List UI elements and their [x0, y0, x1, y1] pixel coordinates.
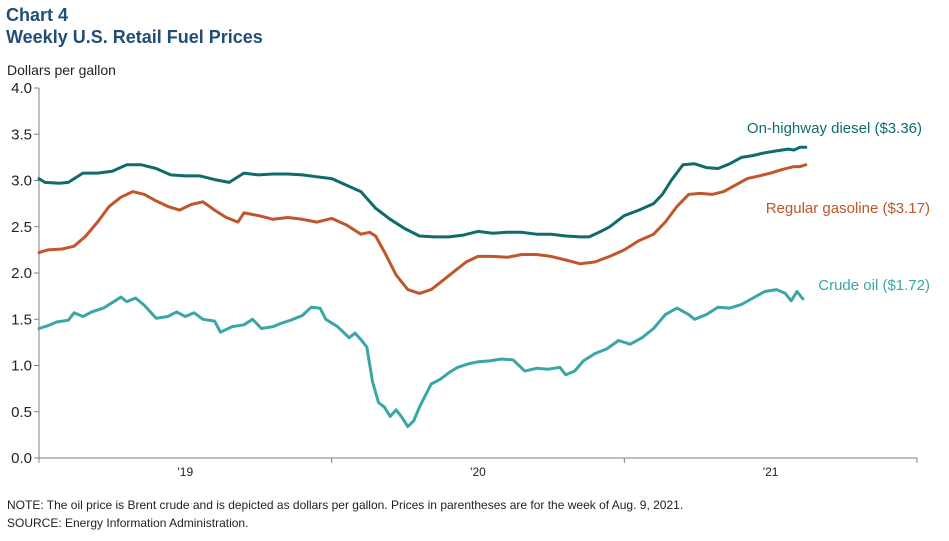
- y-tick-label: 1.5: [11, 311, 32, 328]
- series-label: On-highway diesel ($3.36): [747, 120, 922, 137]
- x-tick-label: '19: [178, 465, 194, 479]
- y-tick-label: 3.0: [11, 173, 32, 190]
- x-tick-label: '21: [763, 465, 779, 479]
- y-tick-label: 1.0: [11, 358, 32, 375]
- chart-source: SOURCE: Energy Information Administratio…: [7, 516, 249, 530]
- chart-note: NOTE: The oil price is Brent crude and i…: [7, 498, 684, 512]
- y-tick-label: 0.5: [11, 404, 32, 421]
- series-label: Regular gasoline ($3.17): [766, 200, 930, 217]
- y-tick-label: 2.0: [11, 265, 32, 282]
- y-tick-label: 0.0: [11, 450, 32, 467]
- title-block: Chart 4 Weekly U.S. Retail Fuel Prices: [6, 4, 263, 48]
- y-tick-label: 2.5: [11, 219, 32, 236]
- series-line-regular-gasoline: [37, 163, 808, 295]
- series-label: Crude oil ($1.72): [818, 277, 930, 294]
- series-line-crude-oil: [37, 288, 805, 429]
- y-tick-label: 4.0: [11, 80, 32, 97]
- series-line-on-highway-diesel: [37, 145, 808, 239]
- chart-title: Weekly U.S. Retail Fuel Prices: [6, 27, 263, 47]
- chart-label: Chart 4: [6, 5, 69, 25]
- y-tick-label: 3.5: [11, 126, 32, 143]
- x-tick-label: '20: [470, 465, 486, 479]
- y-axis-unit-label: Dollars per gallon: [7, 62, 116, 78]
